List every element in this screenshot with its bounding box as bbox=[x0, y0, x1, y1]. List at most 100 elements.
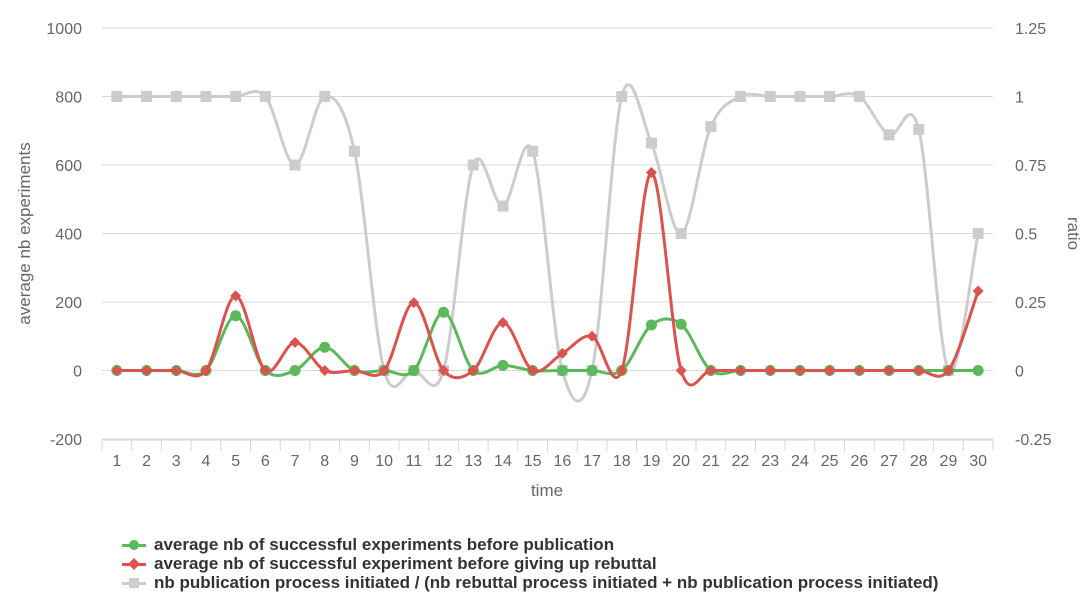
x-tick-label: 21 bbox=[702, 453, 720, 470]
data-point[interactable] bbox=[972, 365, 984, 376]
data-point[interactable] bbox=[556, 365, 568, 376]
legend-item-2[interactable]: average nb of successful experiment befo… bbox=[122, 554, 938, 573]
data-point[interactable] bbox=[497, 200, 509, 212]
x-tick-label: 23 bbox=[761, 453, 779, 470]
data-point[interactable] bbox=[645, 167, 657, 179]
data-point[interactable] bbox=[735, 91, 747, 102]
data-point[interactable] bbox=[319, 365, 331, 376]
data-point[interactable] bbox=[259, 365, 271, 376]
data-point[interactable] bbox=[348, 365, 360, 376]
data-point[interactable] bbox=[616, 91, 628, 102]
data-point[interactable] bbox=[705, 121, 717, 133]
data-point[interactable] bbox=[467, 159, 479, 171]
data-point[interactable] bbox=[586, 330, 598, 342]
data-point[interactable] bbox=[942, 365, 954, 376]
data-point[interactable] bbox=[467, 365, 479, 376]
data-point[interactable] bbox=[378, 365, 390, 376]
x-tick-label: 13 bbox=[464, 453, 482, 470]
data-point[interactable] bbox=[289, 159, 301, 171]
data-point[interactable] bbox=[972, 228, 984, 239]
x-tick-label: 19 bbox=[643, 453, 661, 470]
y-right-tick-label: 0 bbox=[1015, 364, 1024, 381]
y-tick-label: -200 bbox=[50, 432, 82, 449]
data-point[interactable] bbox=[764, 91, 776, 102]
data-point[interactable] bbox=[556, 347, 568, 359]
data-point[interactable] bbox=[913, 123, 925, 135]
legend-item-1[interactable]: average nb of successful experiments bef… bbox=[122, 535, 938, 554]
data-point[interactable] bbox=[170, 365, 182, 376]
data-point[interactable] bbox=[824, 365, 836, 376]
x-tick-label: 28 bbox=[910, 453, 928, 470]
data-point[interactable] bbox=[645, 319, 657, 331]
data-point[interactable] bbox=[586, 365, 598, 376]
data-point[interactable] bbox=[972, 285, 984, 297]
series-line bbox=[116, 83, 980, 403]
data-point[interactable] bbox=[794, 91, 806, 102]
data-point[interactable] bbox=[319, 341, 331, 353]
series-line bbox=[116, 171, 980, 387]
data-point[interactable] bbox=[200, 91, 212, 102]
data-point[interactable] bbox=[735, 365, 747, 376]
data-point[interactable] bbox=[824, 91, 836, 102]
data-point[interactable] bbox=[675, 365, 687, 376]
data-point[interactable] bbox=[289, 336, 301, 348]
x-tick-label: 26 bbox=[850, 453, 868, 470]
x-tick-label: 8 bbox=[320, 453, 329, 470]
data-point[interactable] bbox=[913, 365, 925, 376]
x-tick-label: 9 bbox=[350, 453, 359, 470]
x-tick-label: 1 bbox=[112, 453, 121, 470]
data-point[interactable] bbox=[794, 365, 806, 376]
data-point[interactable] bbox=[675, 228, 687, 239]
data-point[interactable] bbox=[170, 91, 182, 102]
chart: -20002004006008001000-0.2500.250.50.7511… bbox=[15, 21, 1083, 500]
x-tick-label: 10 bbox=[375, 453, 393, 470]
x-tick-label: 3 bbox=[172, 453, 181, 470]
data-point[interactable] bbox=[259, 91, 271, 102]
x-tick-label: 27 bbox=[880, 453, 898, 470]
data-point[interactable] bbox=[853, 91, 865, 102]
data-point[interactable] bbox=[230, 91, 242, 102]
x-tick-label: 17 bbox=[583, 453, 601, 470]
data-point[interactable] bbox=[408, 297, 420, 309]
data-point[interactable] bbox=[675, 318, 687, 330]
data-point[interactable] bbox=[319, 91, 331, 102]
data-point[interactable] bbox=[705, 365, 717, 376]
diamond-marker-icon bbox=[122, 557, 146, 571]
x-tick-label: 30 bbox=[969, 453, 987, 470]
x-axis-title: time bbox=[531, 481, 563, 500]
data-point[interactable] bbox=[497, 359, 509, 371]
x-tick-label: 6 bbox=[261, 453, 270, 470]
legend-item-3[interactable]: nb publication process initiated / (nb r… bbox=[122, 573, 938, 592]
data-point[interactable] bbox=[141, 91, 153, 102]
data-point[interactable] bbox=[527, 145, 539, 157]
data-point[interactable] bbox=[111, 91, 123, 102]
y-right-tick-label: 0.75 bbox=[1015, 158, 1046, 175]
data-point[interactable] bbox=[883, 129, 895, 141]
data-point[interactable] bbox=[289, 365, 301, 376]
x-tick-label: 24 bbox=[791, 453, 809, 470]
data-point[interactable] bbox=[527, 365, 539, 376]
data-point[interactable] bbox=[764, 365, 776, 376]
x-tick-label: 14 bbox=[494, 453, 512, 470]
data-point[interactable] bbox=[497, 317, 509, 329]
x-tick-label: 11 bbox=[406, 453, 423, 470]
data-point[interactable] bbox=[230, 310, 242, 322]
data-point[interactable] bbox=[111, 365, 123, 376]
data-point[interactable] bbox=[141, 365, 153, 376]
data-point[interactable] bbox=[230, 290, 242, 302]
data-point[interactable] bbox=[616, 365, 628, 376]
x-tick-label: 18 bbox=[613, 453, 631, 470]
data-point[interactable] bbox=[348, 145, 360, 157]
y-tick-label: 200 bbox=[55, 295, 82, 312]
legend-label: nb publication process initiated / (nb r… bbox=[154, 572, 939, 592]
data-point[interactable] bbox=[200, 365, 212, 376]
x-tick-label: 16 bbox=[553, 453, 571, 470]
data-point[interactable] bbox=[883, 365, 895, 376]
data-point[interactable] bbox=[408, 365, 420, 376]
y-tick-label: 400 bbox=[55, 227, 82, 244]
data-point[interactable] bbox=[438, 306, 450, 318]
data-point[interactable] bbox=[645, 137, 657, 149]
data-point[interactable] bbox=[853, 365, 865, 376]
data-point[interactable] bbox=[438, 365, 450, 376]
legend-label: average nb of successful experiment befo… bbox=[154, 553, 657, 573]
